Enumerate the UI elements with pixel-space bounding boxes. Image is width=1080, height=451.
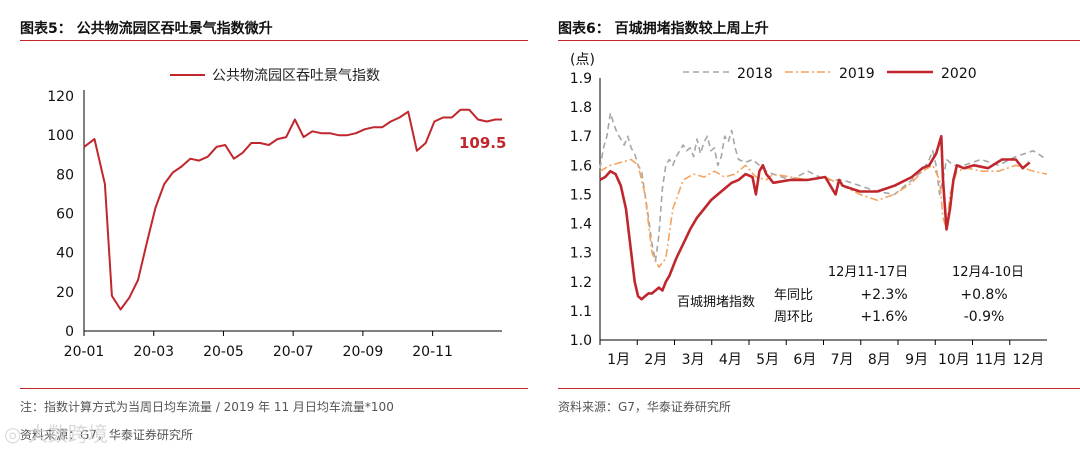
x-tick-label: 9月 xyxy=(905,352,928,368)
left-source: 资料来源：G7，华泰证券研究所 xyxy=(20,428,193,442)
watermark-text: 大数跨境 xyxy=(27,422,108,446)
y-tick-label: 1.3 xyxy=(570,246,592,262)
series-line-logistics-index xyxy=(83,108,502,311)
x-tick-label: 20-03 xyxy=(133,344,174,360)
x-tick-label: 20-01 xyxy=(64,344,105,360)
table-header-current-week: 12月11-17日 xyxy=(828,265,908,280)
x-tick-label: 5月 xyxy=(756,352,779,368)
right-source: 资料来源：G7，华泰证券研究所 xyxy=(558,400,731,414)
y-tick-label: 20 xyxy=(56,285,74,301)
right-chart: (点) 1.0 1.1 1.2 1.3 1.4 1.5 1.6 1.7 1.8 1.9 1月 2月 3月 4… xyxy=(570,52,1048,368)
right-bottom-rule xyxy=(558,388,1080,389)
left-note: 注：指数计算方式为当周日均车流量 / 2019 年 11 月日均车流量*100 xyxy=(20,400,394,414)
x-tick-label: 20-05 xyxy=(203,344,244,360)
y-tick-label: 60 xyxy=(56,207,74,223)
x-tick-label: 8月 xyxy=(868,352,891,368)
left-bottom-rule xyxy=(20,388,528,389)
watermark: ◎ 大数跨境 xyxy=(4,418,108,447)
x-tick-label: 7月 xyxy=(831,352,854,368)
legend-label: 公共物流园区吞吐景气指数 xyxy=(212,68,380,84)
y-tick-label: 40 xyxy=(56,246,74,262)
left-title-rule xyxy=(20,40,528,41)
legend-label-2020: 2020 xyxy=(941,66,977,82)
x-tick-label: 12月 xyxy=(1012,352,1044,368)
y-tick-label: 1.6 xyxy=(570,158,592,174)
y-tick-label: 1.0 xyxy=(570,333,592,349)
y-tick-label: 0 xyxy=(65,324,74,340)
table-header-previous-week: 12月4-10日 xyxy=(952,265,1024,280)
y-tick-label: 80 xyxy=(56,167,74,183)
table-value-previous: -0.9% xyxy=(964,309,1005,325)
right-title-rule xyxy=(558,40,1080,41)
table-value-previous: +0.8% xyxy=(960,287,1007,303)
watermark-logo-icon: ◎ xyxy=(4,422,22,446)
x-tick-label: 10月 xyxy=(938,352,970,368)
x-tick-label: 11月 xyxy=(975,352,1007,368)
y-tick-label: 1.2 xyxy=(570,275,592,291)
x-tick-label: 1月 xyxy=(607,352,630,368)
x-tick-label: 6月 xyxy=(793,352,816,368)
legend-label-2018: 2018 xyxy=(737,66,773,82)
y-axis-unit-label: (点) xyxy=(570,52,595,68)
table-row-label: 年同比 xyxy=(774,288,813,303)
x-tick-label: 3月 xyxy=(682,352,705,368)
table-row-label: 周环比 xyxy=(774,310,813,325)
y-tick-label: 100 xyxy=(47,128,74,144)
right-chart-title: 图表6： 百城拥堵指数较上周上升 xyxy=(558,21,769,37)
x-tick-label: 2月 xyxy=(644,352,667,368)
left-chart-title: 图表5： 公共物流园区吞吐景气指数微升 xyxy=(20,21,273,37)
x-tick-label: 20-09 xyxy=(343,344,384,360)
value-annotation: 109.5 xyxy=(459,134,506,152)
table-value-current: +2.3% xyxy=(860,287,907,303)
left-panel: 图表5： 公共物流园区吞吐景气指数微升 0 20 40 60 80 100 120 20-01… xyxy=(0,0,528,451)
table-group-label: 百城拥堵指数 xyxy=(677,295,755,310)
y-tick-label: 1.4 xyxy=(570,217,592,233)
y-tick-label: 1.1 xyxy=(570,304,592,320)
legend-label-2019: 2019 xyxy=(839,66,875,82)
y-tick-label: 120 xyxy=(47,89,74,105)
y-tick-label: 1.7 xyxy=(570,129,592,145)
y-tick-label: 1.5 xyxy=(570,187,592,203)
right-panel: 图表6： 百城拥堵指数较上周上升 (点) 1.0 1.1 1.2 1.3 1.4 1.5 1.… xyxy=(550,0,1080,451)
series-line-2020 xyxy=(599,134,1031,301)
y-tick-label: 1.9 xyxy=(570,71,592,87)
y-tick-label: 1.8 xyxy=(570,100,592,116)
series-line-2019 xyxy=(599,158,1048,269)
table-value-current: +1.6% xyxy=(860,309,907,325)
series-line-2018 xyxy=(599,112,1048,263)
x-tick-label: 4月 xyxy=(719,352,742,368)
left-chart: 0 20 40 60 80 100 120 20-01 20-03 20-05 20-07 20-09… xyxy=(47,68,506,360)
x-tick-label: 20-07 xyxy=(273,344,314,360)
x-tick-label: 20-11 xyxy=(412,344,453,360)
